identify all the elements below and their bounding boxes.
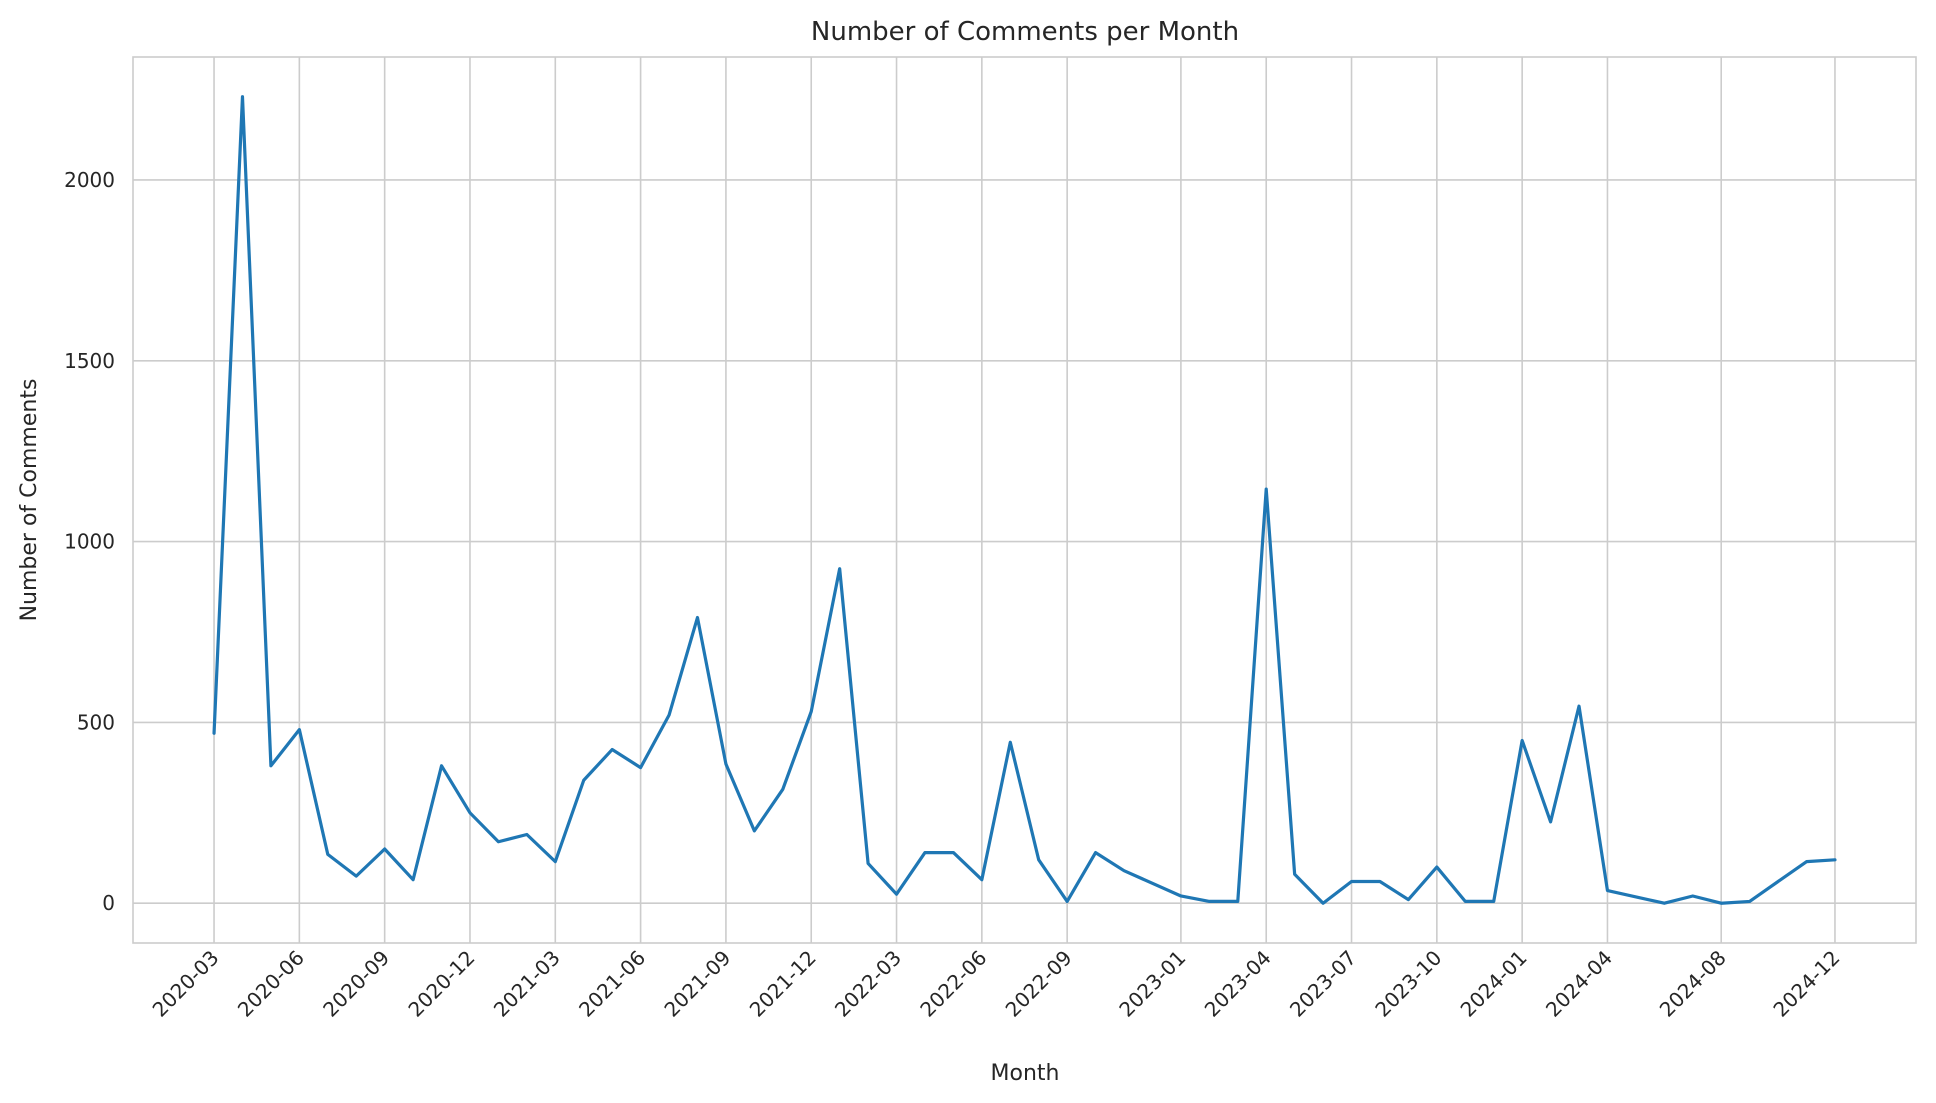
x-tick-label: 2021-06 [574, 946, 650, 1022]
y-axis-ticks: 0 500 1000 1500 2000 [64, 168, 115, 915]
x-tick-label: 2024-08 [1655, 946, 1731, 1022]
x-tick-label: 2021-03 [489, 946, 565, 1022]
series-layer [212, 95, 1837, 905]
y-tick-label: 1000 [64, 530, 115, 554]
x-tick-label: 2021-09 [659, 946, 735, 1022]
x-tick-label: 2020-12 [403, 946, 479, 1022]
x-tick-label: 2023-07 [1285, 946, 1361, 1022]
y-tick-label: 1500 [64, 349, 115, 373]
series-line [212, 95, 1837, 905]
x-axis-ticks: 2020-03 2020-06 2020-09 2020-12 2021-03 2021-… [148, 946, 1845, 1022]
x-tick-label: 2022-03 [830, 946, 906, 1022]
y-tick-label: 500 [77, 710, 115, 734]
x-tick-label: 2023-10 [1370, 946, 1446, 1022]
x-tick-label: 2020-03 [148, 946, 224, 1022]
x-tick-label: 2022-09 [1001, 946, 1077, 1022]
x-tick-label: 2020-06 [233, 946, 309, 1022]
x-tick-label: 2024-01 [1456, 946, 1532, 1022]
x-tick-label: 2024-12 [1768, 946, 1844, 1022]
y-tick-label: 2000 [64, 168, 115, 192]
grid-layer [133, 57, 1916, 943]
x-tick-label: 2021-12 [745, 946, 821, 1022]
x-tick-label: 2024-04 [1541, 946, 1617, 1022]
x-tick-label: 2023-01 [1114, 946, 1190, 1022]
x-tick-label: 2020-09 [318, 946, 394, 1022]
x-tick-label: 2023-04 [1200, 946, 1276, 1022]
y-tick-label: 0 [102, 891, 115, 915]
plot-area [132, 56, 1917, 944]
y-axis-label: Number of Comments [17, 379, 42, 622]
x-axis-label: Month [991, 1061, 1060, 1086]
x-tick-label: 2022-06 [915, 946, 991, 1022]
chart-title: Number of Comments per Month [811, 17, 1239, 47]
